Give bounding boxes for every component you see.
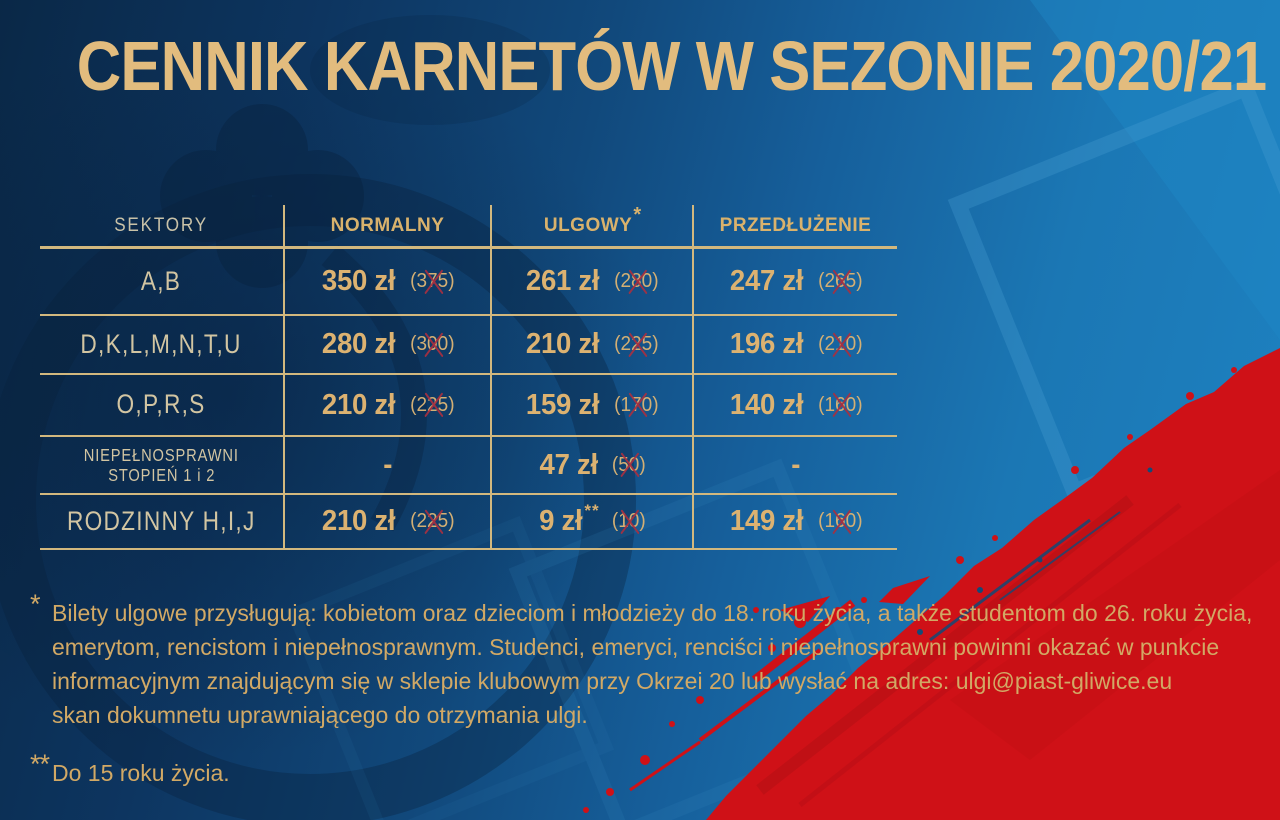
price-cell: -: [694, 437, 897, 493]
price-old-struck: (265): [817, 270, 863, 292]
price-cell: 261 zł (280): [492, 249, 694, 314]
sector-cell: A,B: [40, 249, 285, 314]
table-row-niepelnosprawni: NIEPEŁNOSPRAWNI STOPIEŃ 1 i 2 - 47 zł (50)…: [40, 437, 897, 495]
price-current: 350 zł: [321, 265, 395, 297]
footnote-ulgowy: * Bilety ulgowe przysługują: kobietom or…: [30, 589, 1255, 732]
sector-label: A,B: [141, 265, 182, 296]
paint-splatter-blue: [917, 467, 1153, 642]
price-cell: 9 zł ** (10): [492, 495, 694, 548]
table-row-ab: A,B 350 zł (375) 261 zł (280) 247 zł (265): [40, 249, 897, 316]
price-current: 247 zł: [729, 265, 803, 297]
price-current: 9 zł: [538, 505, 583, 537]
price-cell: 247 zł (265): [694, 249, 897, 314]
header-cell-normalny: NORMALNY: [285, 205, 492, 246]
header-cell-sektory: SEKTORY: [40, 205, 285, 246]
header-label: PRZEDŁUŻENIE: [719, 214, 872, 236]
price-current: -: [791, 448, 800, 481]
table-row-rodzinny: RODZINNY H,I,J 210 zł (225) 9 zł ** (10) 14…: [40, 495, 897, 550]
price-current: 210 zł: [525, 328, 600, 360]
paint-splatter-red: [583, 367, 1237, 813]
footnote-text: Do 15 roku życia.: [52, 756, 230, 790]
price-old-struck: (225): [409, 393, 455, 416]
price-cell: 47 zł (50): [492, 437, 694, 493]
price-cell: 210 zł (225): [285, 495, 492, 548]
sector-label-line2: STOPIEŃ 1 i 2: [107, 465, 216, 485]
sector-label: NIEPEŁNOSPRAWNI: [83, 444, 240, 465]
price-current: 261 zł: [525, 265, 600, 297]
price-old-struck: (160): [817, 393, 863, 416]
sector-label: RODZINNY H,I,J: [67, 505, 256, 536]
footnotes: * Bilety ulgowe przysługują: kobietom or…: [30, 589, 1255, 790]
sector-label: D,K,L,M,N,T,U: [80, 328, 243, 359]
price-old-struck: (210): [817, 333, 863, 355]
footnote-marker-icon: *: [633, 204, 642, 226]
footnote-text-line: informacyjnym znajdującym się w sklepie …: [52, 668, 1173, 694]
price-old-struck: (225): [614, 333, 659, 355]
price-cell: 149 zł (160): [694, 495, 897, 548]
price-cell: 350 zł (375): [285, 249, 492, 314]
header-cell-przedluzenie: PRZEDŁUŻENIE: [694, 205, 897, 246]
price-current: -: [383, 448, 392, 481]
footnote-marker: *: [30, 589, 41, 619]
price-old-struck: (375): [409, 270, 455, 292]
footnote-marker: **: [30, 749, 50, 779]
sector-cell: RODZINNY H,I,J: [40, 495, 285, 548]
price-cell: 159 zł (170): [492, 375, 694, 435]
footnote-text-line: skan dokumnetu uprawniającego do otrzyma…: [52, 702, 588, 728]
price-cell: -: [285, 437, 492, 493]
header-label: NORMALNY: [330, 214, 445, 236]
footnote-text-line: Bilety ulgowe przysługują: kobietom oraz…: [52, 600, 1253, 626]
footnote-rodzinny: ** Do 15 roku życia.: [30, 749, 1255, 790]
price-cell: 280 zł (300): [285, 316, 492, 373]
footnote-text-line: emerytom, rencistom i niepełnosprawnym. …: [52, 634, 1220, 660]
footnote-text-line: Do 15 roku życia.: [52, 760, 230, 786]
quatrefoil-watermark: [160, 15, 550, 288]
price-old-struck: (280): [614, 270, 659, 292]
price-old-struck: (160): [817, 510, 863, 532]
sector-cell: O,P,R,S: [40, 375, 285, 435]
price-footnote-marker: **: [584, 500, 600, 520]
crest-watermark: [0, 174, 636, 820]
sector-label: O,P,R,S: [116, 389, 207, 420]
price-cell: 210 zł (225): [285, 375, 492, 435]
red-inner-streaks: [756, 470, 1280, 807]
price-old-struck: (50): [611, 453, 646, 476]
footnote-text: Bilety ulgowe przysługują: kobietom oraz…: [52, 596, 1252, 732]
table-header-row: SEKTORY NORMALNY ULGOWY * PRZEDŁUŻENIE: [40, 204, 897, 249]
header-label: SEKTORY: [114, 214, 209, 236]
price-current: 140 zł: [729, 388, 803, 421]
price-old-struck: (10): [611, 510, 646, 532]
sector-cell: D,K,L,M,N,T,U: [40, 316, 285, 373]
header-label: ULGOWY: [543, 214, 633, 236]
price-current: 280 zł: [321, 328, 395, 360]
table-row-oprs: O,P,R,S 210 zł (225) 159 zł (170) 140 zł (1…: [40, 375, 897, 437]
price-old-struck: (225): [409, 510, 455, 532]
price-old-struck: (170): [614, 393, 659, 416]
highlight-triangle: [1030, 0, 1280, 340]
price-current: 159 zł: [525, 388, 600, 421]
price-current: 210 zł: [321, 388, 395, 421]
red-diagonal: [706, 348, 1280, 820]
sector-cell: NIEPEŁNOSPRAWNI STOPIEŃ 1 i 2: [40, 437, 285, 493]
price-old-struck: (300): [409, 333, 455, 355]
price-table: SEKTORY NORMALNY ULGOWY * PRZEDŁUŻENIE A,…: [40, 204, 897, 550]
page-title: CENNIK KARNETÓW W SEZONIE 2020/21: [76, 27, 1267, 105]
price-cell: 210 zł (225): [492, 316, 694, 373]
price-current: 149 zł: [729, 505, 803, 537]
price-current: 210 zł: [321, 505, 395, 537]
price-cell: 140 zł (160): [694, 375, 897, 435]
price-cell: 196 zł (210): [694, 316, 897, 373]
table-row-dklmntu: D,K,L,M,N,T,U 280 zł (300) 210 zł (225) 19…: [40, 316, 897, 375]
header-cell-ulgowy: ULGOWY *: [492, 204, 694, 246]
price-current: 47 zł: [539, 448, 598, 481]
price-current: 196 zł: [729, 328, 803, 360]
